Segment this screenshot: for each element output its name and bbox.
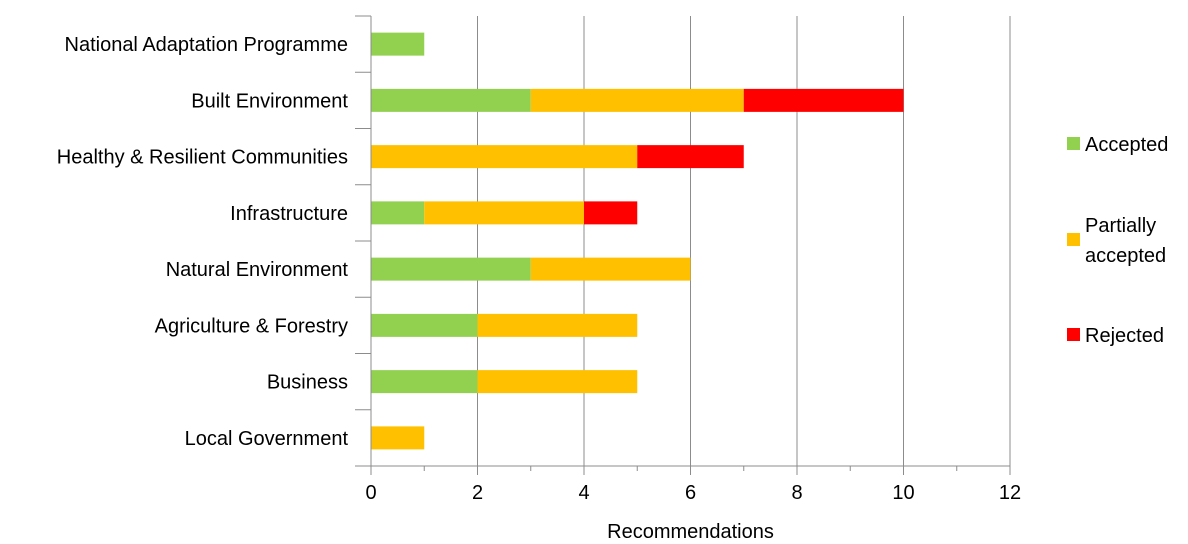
- gridlines: [477, 16, 1011, 466]
- category-labels: National Adaptation Programme Built Envir…: [57, 34, 349, 450]
- legend-item-rejected: Rejected: [1067, 325, 1164, 347]
- bar-segment-partially-accepted: [477, 313, 638, 337]
- legend-label: Partially accepted: [1085, 215, 1166, 267]
- bar-segment-rejected: [743, 88, 904, 112]
- legend-item-partially-accepted: Partially accepted: [1067, 215, 1166, 267]
- legend-label: Accepted: [1085, 134, 1168, 156]
- bar-segment-rejected: [584, 201, 638, 225]
- x-tick-label: 10: [892, 482, 914, 504]
- x-tick-label: 0: [365, 482, 376, 504]
- legend-swatch: [1067, 328, 1080, 341]
- x-tick-label: 8: [791, 482, 802, 504]
- legend-swatch: [1067, 137, 1080, 150]
- bar-segment-accepted: [371, 313, 478, 337]
- category-label: Local Government: [185, 428, 349, 450]
- legend-swatch: [1067, 233, 1080, 246]
- category-label: National Adaptation Programme: [65, 34, 349, 56]
- bars: [371, 32, 904, 450]
- x-axis-title: Recommendations: [607, 521, 774, 543]
- category-label: Agriculture & Forestry: [155, 315, 348, 337]
- category-label: Healthy & Resilient Communities: [57, 147, 348, 169]
- bar-segment-rejected: [637, 145, 744, 169]
- x-tick-label: 6: [685, 482, 696, 504]
- bar-segment-partially-accepted: [371, 426, 425, 450]
- category-label: Infrastructure: [230, 203, 348, 225]
- bar-segment-partially-accepted: [530, 257, 691, 281]
- bar-segment-accepted: [371, 370, 478, 394]
- legend: Accepted Partially accepted Rejected: [1067, 134, 1168, 347]
- x-tick-label: 12: [999, 482, 1021, 504]
- axes: [355, 15, 1011, 475]
- category-label: Built Environment: [191, 90, 348, 112]
- bar-segment-partially-accepted: [530, 88, 744, 112]
- category-label: Natural Environment: [166, 259, 349, 281]
- bar-segment-partially-accepted: [477, 370, 638, 394]
- x-tick-label: 2: [472, 482, 483, 504]
- bar-segment-partially-accepted: [371, 145, 638, 169]
- bar-segment-accepted: [371, 88, 531, 112]
- bar-segment-partially-accepted: [424, 201, 584, 225]
- legend-item-accepted: Accepted: [1067, 134, 1168, 156]
- category-label: Business: [267, 372, 348, 394]
- legend-label: Rejected: [1085, 325, 1164, 347]
- bar-segment-accepted: [371, 32, 425, 56]
- x-tick-labels: 0 2 4 6 8 10 12: [365, 482, 1021, 504]
- bar-segment-accepted: [371, 201, 425, 225]
- x-tick-label: 4: [578, 482, 589, 504]
- bar-segment-accepted: [371, 257, 531, 281]
